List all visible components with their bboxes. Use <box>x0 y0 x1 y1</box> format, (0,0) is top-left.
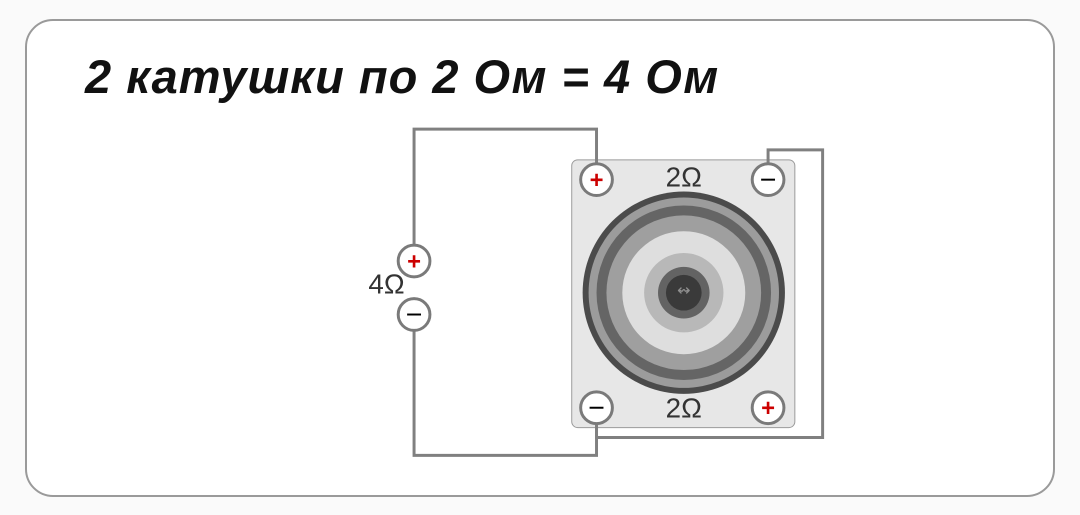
wiring-svg: ↭4Ω+2Ω+2Ω+ <box>27 21 1053 495</box>
coil-bottom-terminal-plus-symbol: + <box>761 395 775 422</box>
wiring-diagram-card: 2 катушки по 2 Ом = 4 Ом ↭4Ω+2Ω+2Ω+ <box>25 19 1055 497</box>
coil-top-terminal-plus-symbol: + <box>590 167 604 194</box>
speaker-logo-icon: ↭ <box>677 282 690 299</box>
wire-1 <box>414 328 596 455</box>
wire-0 <box>414 129 596 245</box>
coil-bottom-impedance-label: 2Ω <box>666 392 702 423</box>
diagram-canvas: ↭4Ω+2Ω+2Ω+ <box>27 21 1053 495</box>
amp-impedance-label: 4Ω <box>368 268 404 299</box>
coil-top-impedance-label: 2Ω <box>666 161 702 192</box>
amp-terminal-plus-symbol: + <box>407 248 421 275</box>
